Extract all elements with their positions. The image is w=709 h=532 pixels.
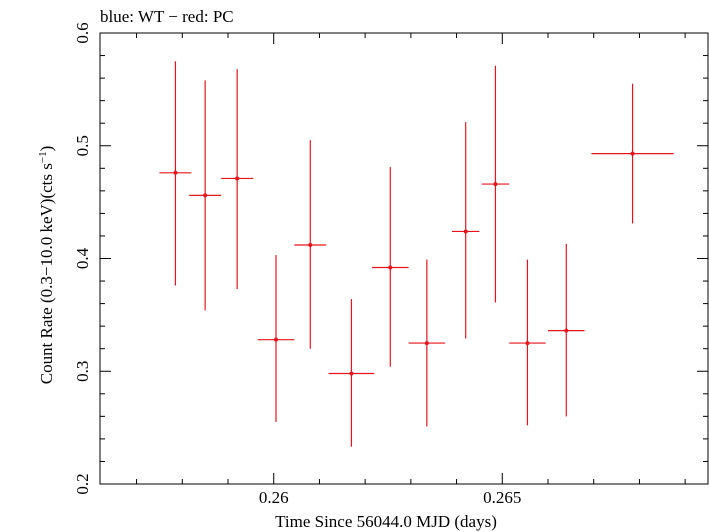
y-tick-label: 0.5 bbox=[73, 135, 92, 156]
data-point bbox=[452, 122, 480, 339]
y-axis-label-exponent: −1 bbox=[37, 151, 49, 163]
data-marker bbox=[173, 170, 178, 175]
data-marker bbox=[493, 182, 498, 187]
data-point bbox=[591, 83, 674, 224]
y-axis-label: Count Rate (0.3−10.0 keV)(cts s−1) bbox=[37, 146, 56, 385]
data-marker bbox=[388, 265, 393, 270]
data-point bbox=[257, 255, 295, 422]
data-point bbox=[372, 167, 409, 367]
y-tick-label: 0.2 bbox=[73, 473, 92, 494]
x-tick-label: 0.265 bbox=[483, 488, 521, 507]
data-marker bbox=[274, 337, 278, 342]
data-marker bbox=[630, 151, 635, 156]
data-point bbox=[548, 243, 585, 417]
y-tick-label: 0.3 bbox=[73, 361, 92, 382]
y-tick-label: 0.6 bbox=[73, 22, 92, 43]
data-marker bbox=[235, 176, 240, 181]
data-marker bbox=[564, 328, 569, 333]
data-point bbox=[294, 140, 327, 349]
data-point bbox=[189, 80, 222, 311]
data-point bbox=[481, 65, 510, 303]
y-axis-label-close: ) bbox=[37, 146, 56, 152]
x-tick-label: 0.26 bbox=[259, 488, 289, 507]
chart-title: blue: WT − red: PC bbox=[100, 7, 234, 26]
axis-ticks: 0.26 0.265 0.2 0.3 0.4 0.5 0.6 bbox=[73, 22, 708, 507]
x-axis-label: Time Since 56044.0 MJD (days) bbox=[275, 512, 497, 531]
data-point bbox=[159, 61, 192, 286]
y-axis-label-main: Count Rate (0.3−10.0 keV)(cts s bbox=[37, 163, 56, 384]
data-point bbox=[408, 259, 446, 427]
data-marker bbox=[463, 229, 468, 234]
data-marker bbox=[349, 371, 354, 376]
data-point bbox=[509, 259, 546, 426]
data-point bbox=[328, 299, 375, 447]
data-marker bbox=[424, 341, 429, 346]
y-tick-label: 0.4 bbox=[73, 247, 92, 269]
data-marker bbox=[203, 193, 208, 198]
data-marker bbox=[308, 242, 313, 247]
data-point bbox=[221, 69, 254, 289]
data-marker bbox=[525, 341, 530, 346]
data-points bbox=[159, 61, 674, 447]
